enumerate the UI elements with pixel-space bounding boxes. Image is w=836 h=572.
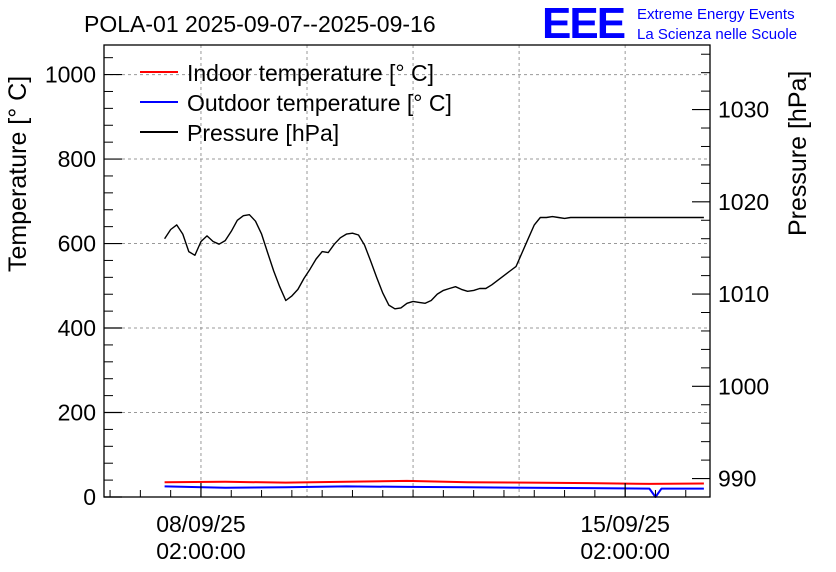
series-line-1 (164, 485, 704, 498)
logo-line-1: Extreme Energy Events (637, 6, 795, 23)
y2-tick-label-0: 990 (718, 466, 756, 492)
y-tick-label-1: 200 (58, 400, 96, 426)
x-tick-label-date-1: 15/09/25 (580, 511, 670, 537)
legend-label-2: Pressure [hPa] (187, 120, 339, 146)
y2-tick-label-3: 1020 (718, 189, 769, 215)
series-line-0 (164, 479, 704, 485)
axis-ticks: 0 200 400 600 800 1000 990 1000 1010 1020 1030 08/0… (45, 53, 769, 564)
x-tick-label-time-0: 02:00:00 (156, 538, 246, 564)
chart-title: POLA-01 2025-09-07--2025-09-16 (84, 11, 436, 37)
y-tick-label-3: 600 (58, 231, 96, 257)
x-tick-label-date-0: 08/09/25 (156, 511, 246, 537)
y-tick-label-5: 1000 (45, 62, 96, 88)
y-tick-label-0: 0 (83, 484, 96, 510)
grid-lines (104, 45, 710, 497)
y2-tick-label-2: 1010 (718, 281, 769, 307)
y-axis-label: Temperature [° C] (4, 76, 32, 272)
legend: Indoor temperature [° C] Outdoor temperat… (140, 60, 452, 146)
y2-axis-label: Pressure [hPa] (784, 71, 812, 236)
plot-frame (103, 44, 711, 498)
plot-series (164, 213, 704, 498)
legend-label-1: Outdoor temperature [° C] (187, 90, 452, 116)
logo-mark: EEE (542, 0, 625, 48)
series-line-2 (164, 213, 704, 310)
y-tick-label-4: 800 (58, 146, 96, 172)
y2-tick-label-4: 1030 (718, 97, 769, 123)
x-tick-label-time-1: 02:00:00 (580, 538, 670, 564)
y2-tick-label-1: 1000 (718, 373, 769, 399)
logo-line-2: La Scienza nelle Scuole (637, 26, 797, 43)
eee-logo: EEE Extreme Energy Events La Scienza nel… (542, 0, 797, 48)
y-tick-label-2: 400 (58, 315, 96, 341)
legend-label-0: Indoor temperature [° C] (187, 60, 434, 86)
